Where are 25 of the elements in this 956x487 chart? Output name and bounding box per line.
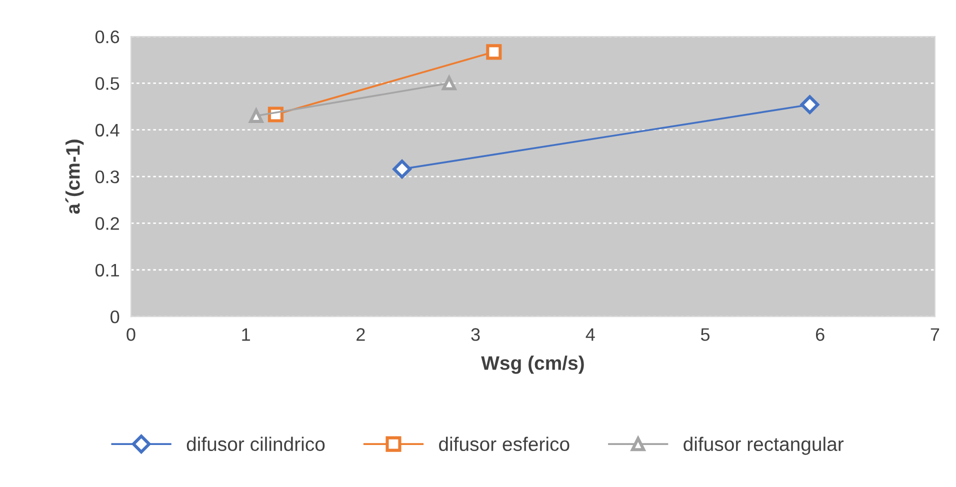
y-tick-label: 0.3 <box>95 170 120 184</box>
x-tick-label: 6 <box>816 328 824 341</box>
point <box>442 76 456 90</box>
point <box>486 44 502 60</box>
point <box>800 95 820 114</box>
x-tick-label: 5 <box>700 328 710 341</box>
point <box>392 160 412 178</box>
x-tick-label: 3 <box>471 328 480 341</box>
legend-label: difusor cilindrico <box>186 436 325 452</box>
legend-label: difusor esferico <box>439 436 570 452</box>
legend-label: difusor rectangular <box>684 436 844 455</box>
y-tick-label: 0.1 <box>95 264 119 277</box>
y-tick-label: 0.6 <box>95 30 120 44</box>
x-tick-label: 2 <box>356 328 365 341</box>
y-tick-label: 0.5 <box>95 77 120 90</box>
x-tick-label: 0 <box>126 328 136 341</box>
point <box>249 108 264 123</box>
y-tick-label: 0.4 <box>95 124 120 137</box>
y-tick-label: 0 <box>110 310 120 324</box>
y-tick-label: 0.2 <box>95 217 119 230</box>
x-tick-label: 1 <box>242 328 250 341</box>
y-axis-title: a´(cm-1) <box>65 140 84 214</box>
x-axis-title: Wsg (cm/s) <box>481 356 584 374</box>
x-tick-label: 4 <box>586 328 595 341</box>
x-tick-label: 7 <box>930 328 940 341</box>
